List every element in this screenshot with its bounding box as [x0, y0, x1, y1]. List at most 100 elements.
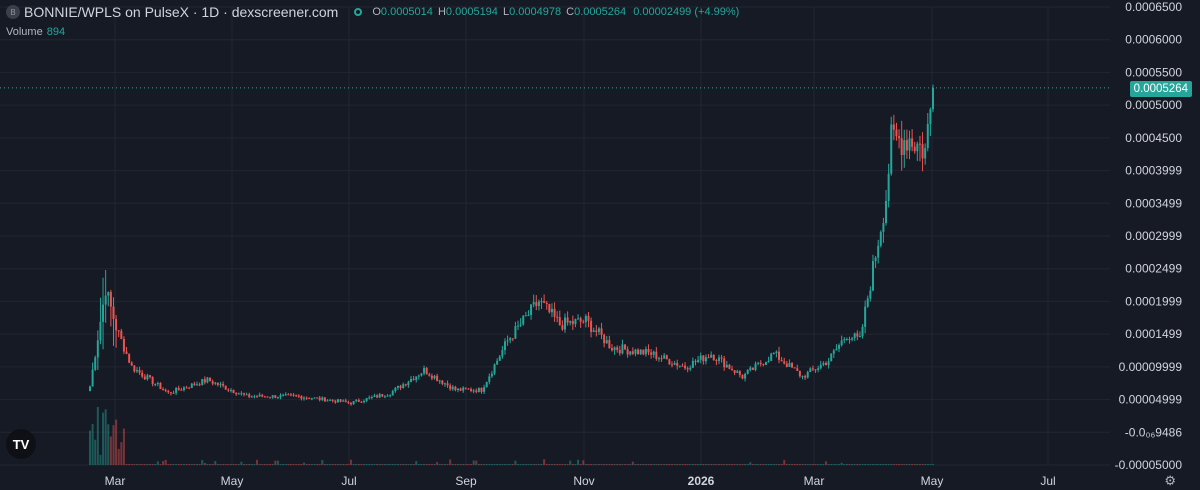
candle-body: [603, 334, 606, 344]
volume-bar: [214, 461, 217, 465]
volume-bar: [198, 464, 201, 465]
volume-bar: [757, 464, 760, 465]
candle-body: [879, 231, 882, 246]
candle-body: [644, 349, 647, 355]
candle-body: [610, 348, 613, 351]
volume-bar: [125, 464, 128, 465]
volume-bar: [242, 464, 245, 465]
candle-body: [342, 400, 345, 402]
volume-bar: [519, 464, 522, 465]
volume-bar: [201, 460, 204, 465]
candle-body: [242, 393, 245, 395]
candle-body: [582, 321, 585, 323]
candle-body: [629, 351, 632, 355]
candle-body: [415, 376, 418, 381]
volume-bar: [532, 464, 535, 465]
volume-bar: [694, 464, 697, 465]
candle-body: [540, 301, 543, 303]
volume-bar: [149, 464, 152, 465]
candle-body: [804, 376, 807, 378]
volume-bar: [368, 464, 371, 465]
volume-bar: [652, 464, 655, 465]
gear-icon[interactable]: ⚙: [1164, 473, 1176, 488]
tradingview-logo[interactable]: TV: [6, 429, 36, 459]
candle-body: [678, 365, 681, 367]
candle-body: [913, 146, 916, 152]
candle-body: [853, 333, 856, 339]
candle-body: [686, 368, 689, 370]
volume-bar: [130, 464, 133, 465]
volume-bar: [404, 464, 407, 465]
candle-body: [235, 392, 238, 395]
volume-bar: [811, 464, 814, 465]
volume-bar: [96, 406, 99, 465]
volume-bar: [838, 464, 841, 465]
volume-bar: [389, 464, 392, 465]
candle-body: [297, 395, 300, 397]
candle-body: [222, 383, 225, 386]
candle-body: [655, 351, 658, 359]
volume-bar: [704, 464, 707, 465]
volume-bar: [352, 464, 355, 465]
volume-bar: [845, 464, 848, 465]
volume-bar: [582, 460, 585, 465]
volume-bar: [378, 464, 381, 465]
volume-readout: Volume 894: [6, 26, 66, 38]
volume-bar: [916, 464, 919, 465]
volume-bar: [595, 464, 598, 465]
price-tick-label: 0.0006500: [1125, 0, 1182, 14]
candle-body: [399, 385, 402, 388]
volume-bar: [924, 464, 927, 465]
last-price-badge: 0.0005264: [1129, 81, 1192, 97]
volume-bar: [428, 464, 431, 465]
volume-bar: [642, 464, 645, 465]
candle-body: [130, 362, 133, 366]
candle-body: [104, 295, 107, 305]
candle-body: [796, 368, 799, 372]
volume-bar: [117, 448, 120, 465]
volume-bar: [391, 464, 394, 465]
candle-body: [668, 359, 671, 365]
live-status-icon: [354, 8, 363, 16]
candle-body: [355, 400, 358, 402]
volume-bar: [344, 464, 347, 465]
volume-bar: [676, 464, 679, 465]
candle-body: [128, 353, 131, 363]
volume-bar: [514, 460, 517, 465]
candle-body: [545, 302, 548, 304]
candle-body: [634, 349, 637, 354]
candle-body: [712, 354, 715, 360]
volume-bar: [707, 464, 710, 465]
candle-body: [282, 394, 285, 396]
candle-body: [827, 361, 830, 366]
volume-bar: [785, 464, 788, 465]
candle-body: [219, 383, 222, 385]
volume-bar: [671, 464, 674, 465]
candle-body: [564, 317, 567, 330]
candle-body: [848, 339, 851, 341]
candle-body: [229, 390, 232, 392]
volume-bar: [511, 464, 514, 465]
candle-body: [783, 361, 786, 364]
candle-body: [154, 384, 157, 386]
candle-body: [470, 389, 473, 391]
candle-body: [180, 389, 183, 391]
candle-body: [496, 360, 499, 365]
candle-body: [112, 306, 115, 320]
candle-body: [203, 379, 206, 383]
time-tick-label: Jul: [1040, 474, 1055, 488]
candle-body: [574, 319, 577, 325]
candle-body: [279, 395, 282, 398]
volume-bar: [203, 462, 206, 465]
volume-bar: [650, 464, 653, 465]
volume-bar: [866, 464, 869, 465]
candle-body: [287, 394, 290, 396]
candle-body: [741, 374, 744, 379]
volume-bar: [657, 464, 660, 465]
candle-body: [115, 319, 118, 331]
time-tick-label: 2026: [688, 474, 715, 488]
candle-body: [188, 387, 191, 389]
volume-bar: [566, 464, 569, 465]
volume-bar: [775, 464, 778, 465]
